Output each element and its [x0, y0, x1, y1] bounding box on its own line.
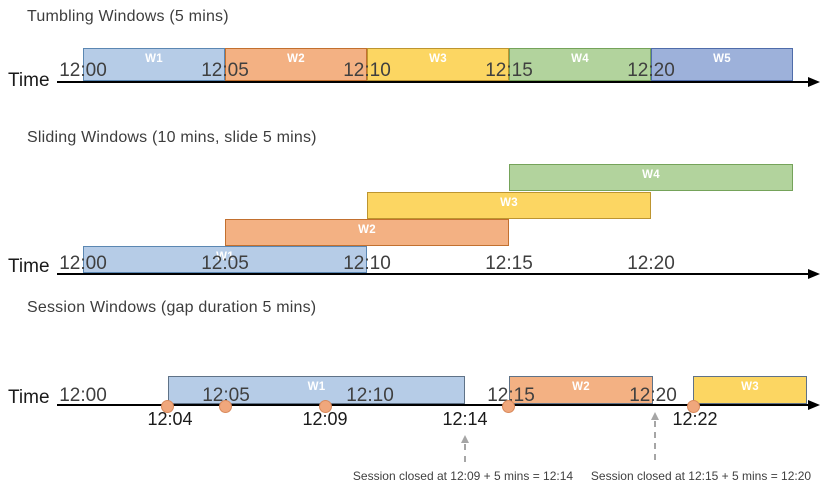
window-box-w1: W1: [83, 246, 367, 273]
event-dot: [318, 399, 332, 413]
time-axis-line: [57, 404, 808, 406]
axis-tick-label: 12:15: [485, 60, 533, 81]
window-box-w2: W2: [509, 376, 653, 404]
time-axis-arrowhead: [808, 77, 820, 87]
window-label: W5: [713, 53, 731, 65]
axis-tick-label: 12:05: [201, 60, 249, 81]
axis-tick-label: 12:20: [627, 60, 675, 81]
event-dot: [160, 399, 174, 413]
axis-tick-label: 12:10: [343, 253, 391, 274]
window-label: W4: [571, 53, 589, 65]
axis-tick-label: 12:10: [343, 60, 391, 81]
window-box-w3: W3: [367, 192, 651, 219]
dashed-arrow-shaft: [464, 444, 466, 462]
session-closed-callout: Session closed at 12:15 + 5 mins = 12:20: [590, 469, 812, 483]
window-box-w4: W4: [509, 164, 793, 191]
axis-tick-label: 12:15: [485, 253, 533, 274]
window-box-w3: W3: [693, 376, 807, 404]
window-box-w3: W3: [367, 48, 509, 81]
window-label: W3: [500, 197, 518, 209]
time-axis-line: [57, 273, 808, 275]
window-label: W2: [287, 53, 305, 65]
session-time-axis-label: Time: [8, 387, 50, 408]
window-label: W1: [216, 251, 234, 263]
axis-tick-label: 12:20: [629, 385, 677, 406]
session-closed-callout: Session closed at 12:09 + 5 mins = 12:14: [352, 469, 574, 483]
dashed-arrow-head: [651, 412, 659, 420]
dashed-arrow-head: [461, 435, 469, 443]
tumbling-windows-title: Tumbling Windows (5 mins): [27, 8, 229, 25]
window-label: W3: [429, 53, 447, 65]
sliding-time-axis-label: Time: [8, 256, 50, 277]
time-axis-arrowhead: [808, 400, 820, 410]
sliding-windows-title: Sliding Windows (10 mins, slide 5 mins): [27, 129, 317, 146]
tumbling-time-axis-label: Time: [8, 70, 50, 91]
session-windows-title: Session Windows (gap duration 5 mins): [27, 299, 317, 316]
axis-tick-label: 12:00: [59, 385, 107, 406]
axis-tick-label: 12:00: [59, 60, 107, 81]
axis-tick-label: 12:10: [346, 385, 394, 406]
window-label: W2: [358, 224, 376, 236]
window-label: W2: [572, 381, 590, 393]
axis-tick-label: 12:00: [59, 253, 107, 274]
window-box-w1: W1: [83, 48, 225, 81]
event-dot: [501, 399, 515, 413]
window-box-w2: W2: [225, 48, 367, 81]
axis-tick-label: 12:15: [487, 385, 535, 406]
event-dot: [218, 399, 232, 413]
axis-tick-label: 12:20: [627, 253, 675, 274]
window-box-w5: W5: [651, 48, 793, 81]
time-axis-arrowhead: [808, 269, 820, 279]
axis-tick-label: 12:05: [201, 253, 249, 274]
window-box-w1: W1: [168, 376, 465, 404]
window-box-w2: W2: [225, 219, 509, 246]
window-label: W1: [307, 381, 326, 393]
window-label: W3: [741, 381, 759, 393]
axis-tick-label: 12:05: [202, 385, 250, 406]
event-time-label: 12:22: [672, 409, 718, 429]
dashed-arrow-shaft: [654, 421, 656, 460]
time-axis-line: [57, 81, 808, 83]
window-label: W4: [642, 169, 660, 181]
event-time-label: 12:14: [442, 409, 488, 429]
window-box-w4: W4: [509, 48, 651, 81]
event-time-label: 12:09: [302, 409, 348, 429]
event-time-label: 12:04: [147, 409, 193, 429]
window-label: W1: [145, 53, 163, 65]
event-dot: [686, 399, 700, 413]
